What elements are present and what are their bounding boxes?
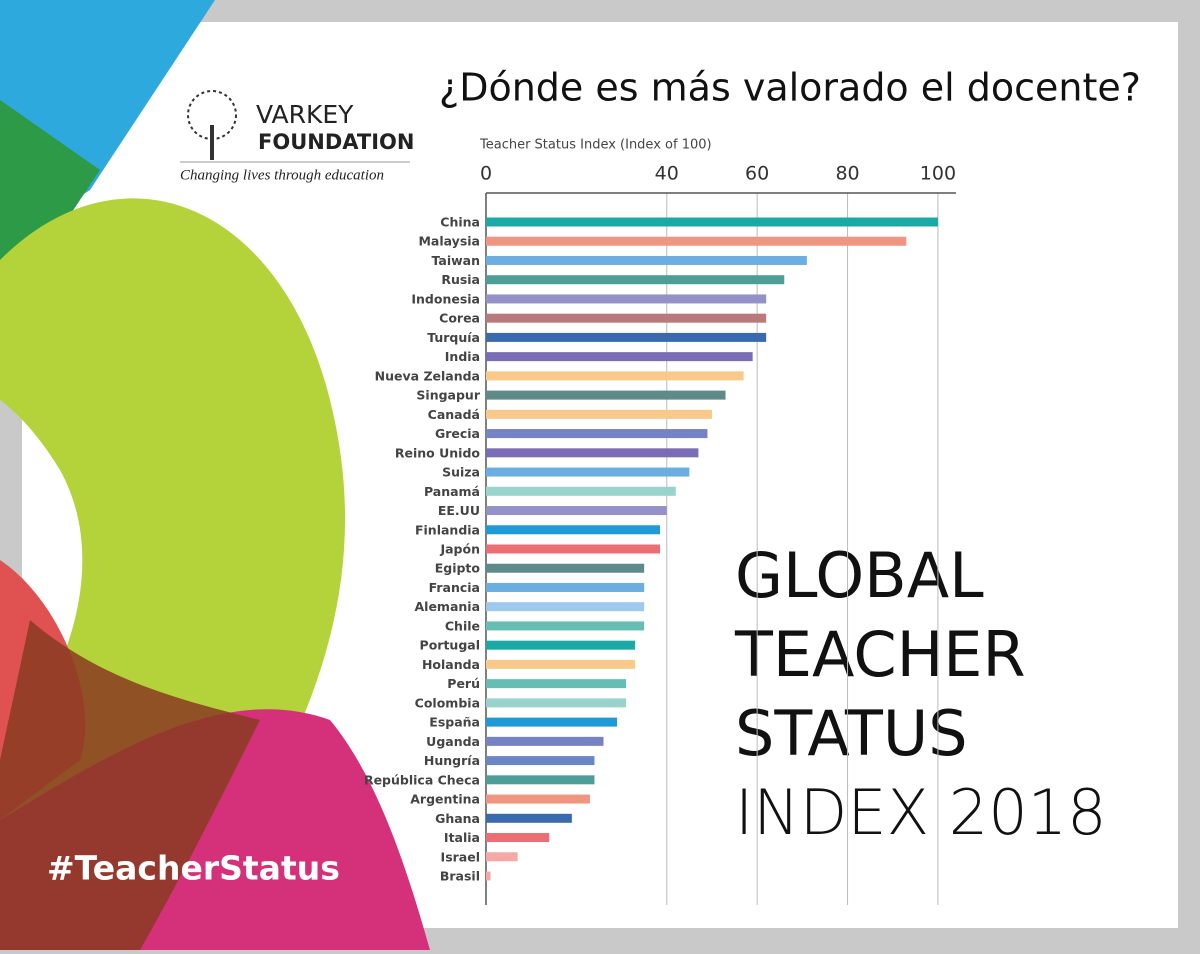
bar [486,294,767,304]
bar [486,448,699,458]
decoration [0,0,430,950]
category-label: Holanda [422,657,480,672]
headline: TEACHER [734,618,1026,691]
category-label: Colombia [415,695,480,710]
category-label: Rusia [441,272,480,287]
category-label: República Checa [364,772,480,787]
logo-subname: FOUNDATION [258,130,414,154]
bar [486,794,590,804]
category-label: Perú [447,676,480,691]
x-tick-label: 0 [480,163,492,185]
bar [486,352,753,362]
category-label: Canadá [428,407,480,422]
category-label: Taiwan [431,253,480,268]
category-label: Finlandia [415,522,480,537]
bar [486,544,660,554]
bar [486,563,645,573]
bar [486,813,572,823]
category-label: Egipto [435,561,481,576]
category-label: Turquía [427,330,480,345]
bar [486,313,767,323]
bar [486,409,712,419]
category-label: Uganda [426,734,480,749]
bar [486,833,550,843]
bar [486,756,595,766]
axis-label: Teacher Status Index (Index of 100) [479,138,712,153]
category-label: Alemania [414,599,480,614]
bar [486,371,744,381]
bar [486,871,491,881]
bar [486,775,595,785]
category-label: Portugal [420,638,480,653]
bar [486,217,938,227]
bar [486,429,708,439]
bar [486,717,618,727]
bar [486,255,807,265]
x-tick-label: 100 [920,163,956,185]
category-label: Corea [439,311,480,326]
category-label: Grecia [435,426,480,441]
category-label: Italia [444,830,480,845]
bar [486,332,767,342]
bar [486,236,907,246]
category-label: Brasil [440,869,480,884]
category-label: Israel [441,849,480,864]
category-label: Hungría [424,753,480,768]
bar [486,698,627,708]
category-label: Ghana [435,811,480,826]
bar [486,602,645,612]
category-label: Indonesia [411,291,480,306]
logo-name: VARKEY [256,100,354,129]
logo: VARKEY FOUNDATION Changing lives through… [180,90,414,183]
logo-tagline: Changing lives through education [180,167,384,183]
category-label: Singapur [416,388,480,403]
bar [486,621,645,631]
plot: 0 40 60 80 100 China Malaysia Taiwan Rusia Indone… [364,163,956,905]
bar [486,640,636,650]
bar [486,659,636,669]
bar [486,275,785,285]
hashtag: #TeacherStatus [47,849,340,888]
x-tick-label: 40 [655,163,679,185]
bar [486,679,627,689]
category-label: Reino Unido [395,445,481,460]
bar [486,390,726,400]
category-label: Malaysia [418,234,480,249]
x-tick-label: 80 [835,163,859,185]
x-tick-label: 60 [745,163,769,185]
category-label: Argentina [410,792,480,807]
bar [486,467,690,477]
category-label: China [440,215,480,230]
category-label: Japón [439,542,480,557]
chart-title: ¿Dónde es más valorado el docente? [439,66,1141,110]
category-label: Nueva Zelanda [375,368,480,383]
bar [486,525,660,535]
category-label: Suiza [442,465,480,480]
category-label: Panamá [424,484,480,499]
category-label: Chile [445,618,480,633]
category-label: Francia [429,580,480,595]
headline-light: INDEX 2018 [735,776,1107,849]
category-label: España [429,715,480,730]
category-label: EE.UU [438,503,480,518]
bar [486,486,676,496]
headline: STATUS [735,697,968,770]
bar [486,852,518,862]
category-label: India [445,349,480,364]
headline: GLOBAL [735,539,984,612]
bar [486,506,667,516]
bar [486,736,604,746]
bar [486,582,645,592]
